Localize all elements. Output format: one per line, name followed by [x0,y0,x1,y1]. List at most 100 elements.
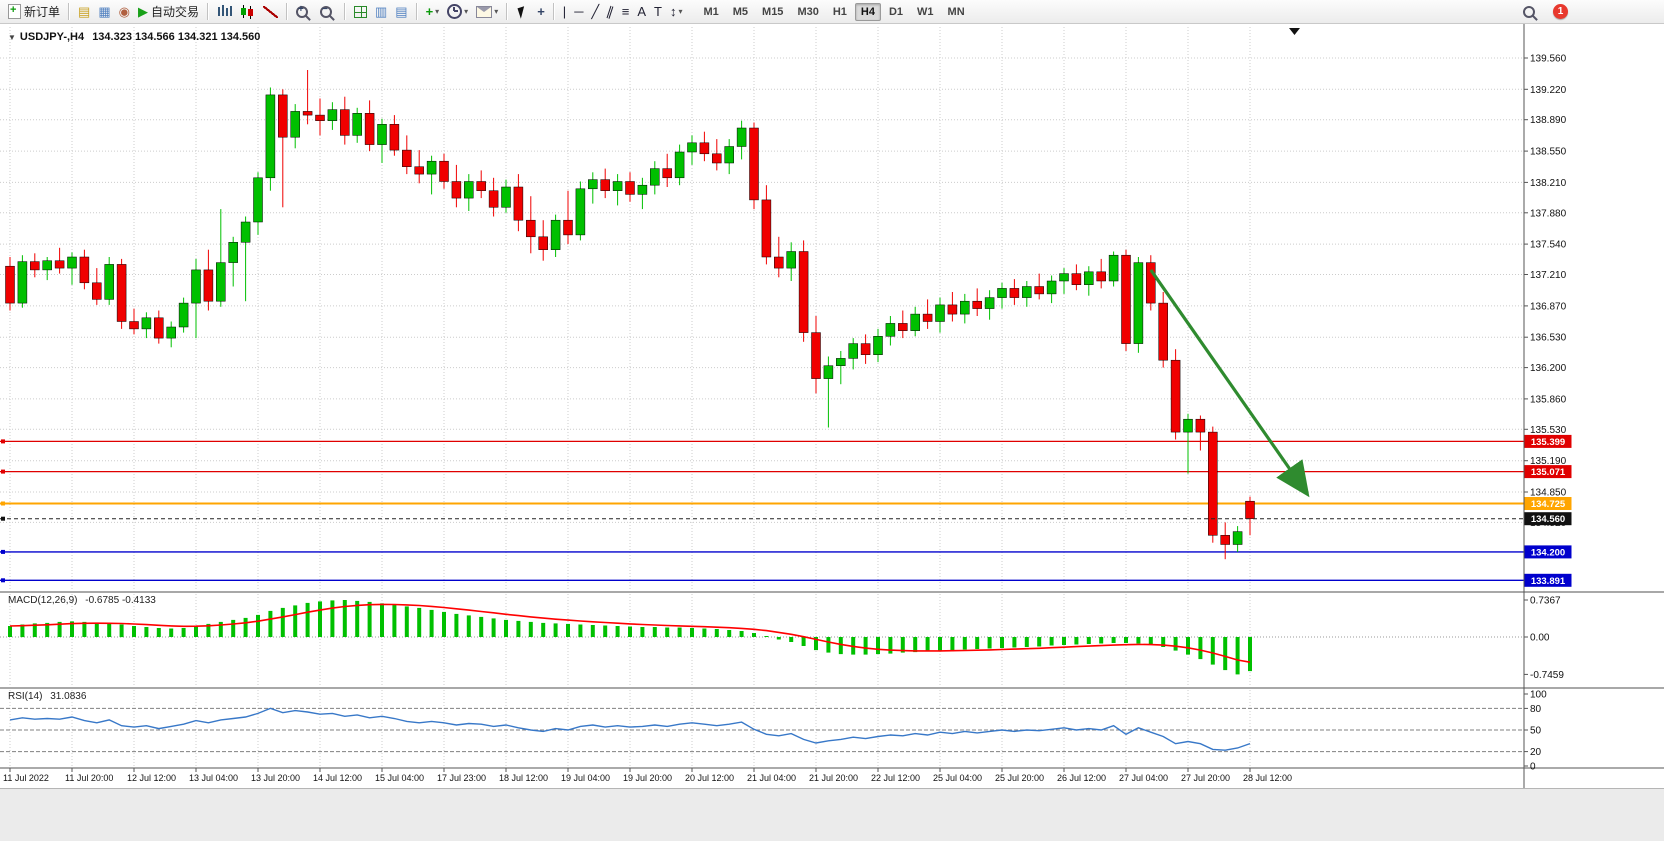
fibonacci-button[interactable]: ≡ [619,2,633,22]
tab-timeframe-h4[interactable]: H4 [854,2,881,21]
toolbar-groups: 新订单▤▦◉▶自动交易▥▤+▾▾▾+|─╱∥≡AT↕▾ [4,2,686,22]
arrow-objects-icon: ↕ [669,4,677,19]
zoom-out-button[interactable] [317,2,339,22]
tab-timeframe-mn[interactable]: MN [947,5,965,18]
templates-button[interactable]: ▾ [473,2,501,22]
candle [1108,251,1119,287]
toolbar-separator [68,3,71,20]
svg-text:28 Jul 12:00: 28 Jul 12:00 [1243,773,1292,783]
cursor-icon [517,5,528,19]
chart-collapse-icon[interactable]: ▼ [8,33,16,42]
svg-text:139.560: 139.560 [1530,54,1567,65]
label-button[interactable]: T [651,2,665,22]
tab-timeframe-d1[interactable]: D1 [888,5,904,18]
channel-button[interactable]: ∥ [604,2,617,22]
trend-arrow-annotation[interactable] [1149,268,1310,498]
tab-timeframe-m5[interactable]: M5 [732,5,749,18]
svg-text:11 Jul 2022: 11 Jul 2022 [3,773,49,783]
timeframe-toolbar: M1 M5 M15 M30 H1 H4 D1 W1 MN [696,2,971,21]
panel-separators[interactable] [0,591,1664,689]
svg-text:134.725: 134.725 [1531,499,1566,510]
zoom-in-icon [295,4,308,18]
line-chart-button[interactable] [260,2,281,22]
auto-trading-button[interactable]: ▶ 自动交易 [135,2,202,22]
candle [910,306,920,337]
candle [1121,249,1131,351]
svg-text:135.071: 135.071 [1531,467,1566,478]
svg-text:15 Jul 04:00: 15 Jul 04:00 [375,773,424,783]
svg-text:18 Jul 12:00: 18 Jul 12:00 [499,773,548,783]
candle [79,249,90,290]
arrange-horizontal-icon: ▥ [374,4,388,19]
candle [5,257,15,311]
notification-badge[interactable]: 1 [1553,4,1568,19]
tile-windows-button[interactable] [351,2,370,22]
candle [650,161,660,195]
chart-window-button[interactable]: ▦ [95,2,113,22]
search-button[interactable] [1520,2,1542,22]
candle [315,98,325,136]
svg-text:0.00: 0.00 [1530,633,1550,644]
price-tags: 135.399 135.071 134.725 134.200 133.891 134.5… [1524,434,1572,587]
svg-text:137.540: 137.540 [1530,240,1567,251]
arrows-button[interactable]: ↕ ▾ [667,2,686,22]
market-watch-button[interactable]: ▤ [75,2,93,22]
zoom-in-button[interactable] [293,2,315,22]
crosshair-button[interactable]: + [534,2,548,22]
svg-text:27 Jul 20:00: 27 Jul 20:00 [1181,773,1230,783]
svg-text:13 Jul 04:00: 13 Jul 04:00 [189,773,238,783]
indicators-button[interactable]: + ▾ [423,2,443,22]
candle [439,153,449,189]
scroll-to-end-marker[interactable] [1289,28,1300,35]
candle [290,104,300,149]
candle [922,299,933,329]
candle [1195,415,1206,451]
trendline-button[interactable]: ╱ [588,2,602,22]
line-handles[interactable] [1,439,5,583]
candle [402,135,412,175]
tab-timeframe-m30[interactable]: M30 [797,5,819,18]
candle [265,87,276,191]
time-axis[interactable]: 11 Jul 2022 11 Jul 20:00 12 Jul 12:00 13 Ju… [3,768,1292,783]
bottom-strip [0,788,1664,841]
text-button[interactable]: A [634,2,649,22]
macd-signal-line [9,603,1251,663]
label-icon: T [654,4,662,19]
candle [1084,266,1094,296]
toolbar-separator [285,3,288,20]
candle [761,185,772,265]
toolbar-separator [415,3,418,20]
candle [30,253,40,278]
chart-canvas[interactable]: 139.560 139.220 138.890 138.550 138.210 137.8… [0,0,1664,793]
vertical-line-button[interactable]: | [560,2,569,22]
arrange-cascade-button[interactable]: ▤ [392,2,410,22]
bar-chart-button[interactable] [214,2,235,22]
candle [216,209,226,307]
candle [798,240,809,342]
arrange-horizontal-button[interactable]: ▥ [372,2,390,22]
horizontal-line-button[interactable]: ─ [571,2,586,22]
candle [377,118,387,163]
tab-timeframe-h1[interactable]: H1 [832,5,847,18]
svg-text:139.220: 139.220 [1530,85,1567,96]
periods-button[interactable]: ▾ [444,2,471,22]
tab-timeframe-m1[interactable]: M1 [703,5,719,18]
new-order-button[interactable]: 新订单 [5,2,63,22]
navigator-button[interactable]: ◉ [116,2,133,22]
candle [476,170,486,199]
svg-text:17 Jul 23:00: 17 Jul 23:00 [437,773,486,783]
channel-icon: ∥ [605,3,616,20]
tab-timeframe-w1[interactable]: W1 [917,5,934,18]
dropdown-arrow-icon: ▾ [464,7,469,16]
tab-timeframe-m15[interactable]: M15 [762,5,784,18]
candle [712,139,722,171]
svg-text:25 Jul 20:00: 25 Jul 20:00 [995,773,1044,783]
candle [625,172,635,202]
candlestick-chart-button[interactable] [237,2,258,22]
price-scale[interactable]: 139.560 139.220 138.890 138.550 138.210 137.8… [1524,54,1567,773]
dropdown-arrow-icon: ▾ [678,7,683,16]
horizontal-lines[interactable] [0,440,1524,581]
cursor-button[interactable] [513,2,532,22]
candle [278,89,288,208]
